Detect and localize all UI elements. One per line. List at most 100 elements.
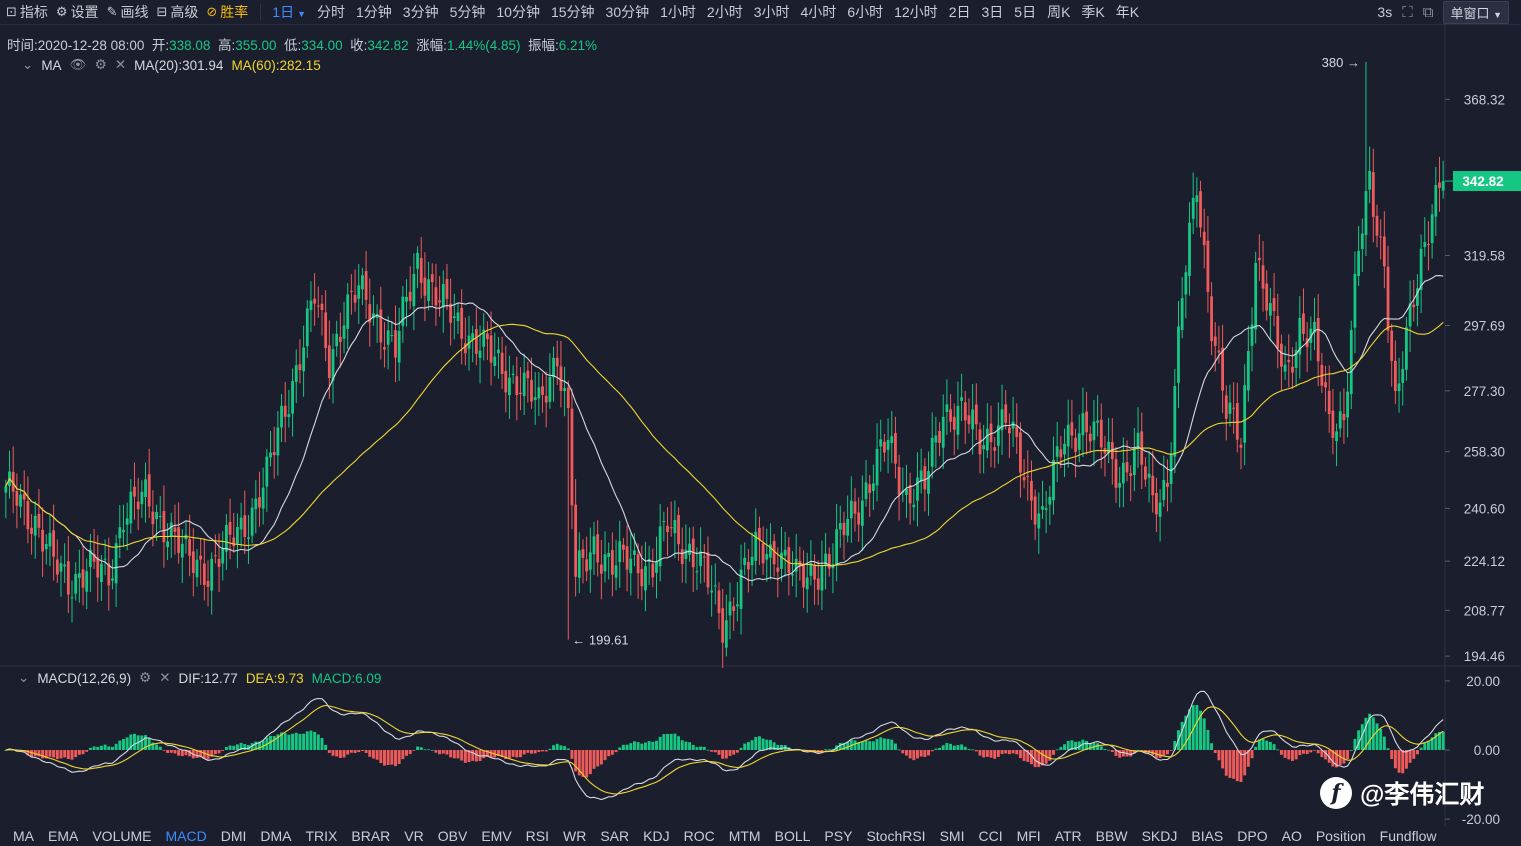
collapse-icon[interactable]: ⌄ (22, 57, 34, 72)
eye-icon[interactable]: 👁 (69, 57, 87, 72)
macd-histogram-bar (1360, 724, 1364, 750)
indicator-tab[interactable]: DMA (260, 828, 292, 844)
briefcase-icon: ⊟ (156, 4, 168, 19)
indicator-tab[interactable]: BRAR (351, 828, 391, 844)
candle-body (1085, 411, 1088, 433)
close-value: 342.82 (367, 38, 409, 53)
candle-body (287, 414, 291, 418)
period-tab[interactable]: 5日 (1014, 4, 1037, 20)
candle-body (1316, 317, 1320, 362)
advanced-button[interactable]: ⊟ 高级 (156, 2, 198, 22)
close-icon[interactable]: ✕ (159, 670, 171, 685)
indicator-tab[interactable]: BIAS (1191, 828, 1224, 844)
indicator-tab[interactable]: SKDJ (1141, 828, 1178, 844)
period-tab[interactable]: 2日 (948, 4, 971, 20)
macd-histogram-bar (430, 749, 434, 751)
macd-histogram-bar (357, 750, 361, 753)
candle-body (1254, 263, 1258, 330)
indicator-tab[interactable]: DMI (220, 828, 247, 844)
indicator-tab[interactable]: EMA (48, 828, 79, 844)
candle-body (504, 370, 508, 393)
candle-body (1044, 508, 1048, 510)
candle-body (1129, 473, 1133, 476)
win-rate-button[interactable]: ⊘ 胜率 (206, 2, 248, 22)
period-tab[interactable]: 15分钟 (550, 4, 595, 20)
indicator-tab[interactable]: TRIX (305, 828, 338, 844)
indicator-button[interactable]: ⊡ 指标 (6, 2, 48, 22)
indicator-tab[interactable]: MACD (165, 828, 207, 844)
macd-histogram-bar (1173, 741, 1177, 750)
indicator-tab[interactable]: SMI (939, 828, 965, 844)
period-tab[interactable]: 30分钟 (605, 4, 650, 20)
gear-icon[interactable]: ⚙ (139, 670, 152, 685)
candle-body (702, 556, 706, 558)
indicator-tab[interactable]: AO (1281, 828, 1302, 844)
max-price-marker: 380 → (1322, 55, 1360, 70)
draw-line-button[interactable]: ✎ 画线 (107, 2, 149, 22)
period-tab[interactable]: 3分钟 (402, 4, 439, 20)
period-tab[interactable]: 1小时 (660, 4, 696, 20)
candle-body (88, 549, 92, 568)
macd-histogram-bar (519, 750, 522, 758)
indicator-tab[interactable]: MTM (728, 828, 761, 844)
period-tab[interactable]: 5分钟 (449, 4, 486, 20)
indicator-tab[interactable]: ROC (683, 828, 715, 844)
fullscreen-icon[interactable]: ⛶ (1402, 3, 1413, 21)
macd-histogram-bar (320, 737, 324, 750)
period-tab[interactable]: 分时 (317, 4, 345, 20)
indicator-tab[interactable]: ATR (1054, 828, 1082, 844)
period-tab[interactable]: 6小时 (847, 4, 884, 20)
candle-body (1099, 419, 1103, 448)
indicator-tab[interactable]: BOLL (774, 828, 811, 844)
period-tab[interactable]: 1日 ▼ (272, 4, 306, 20)
period-tab[interactable]: 3日 (981, 4, 1004, 20)
indicator-tab[interactable]: SAR (600, 828, 630, 844)
indicator-tab[interactable]: Fundflow (1379, 828, 1437, 844)
indicator-tab[interactable]: RSI (525, 828, 550, 844)
popout-icon[interactable]: ⧉ (1422, 3, 1434, 21)
candle-body (430, 274, 434, 283)
period-tab[interactable]: 季K (1081, 4, 1105, 20)
indicator-tab[interactable]: CCI (978, 828, 1003, 844)
indicator-tab[interactable]: StochRSI (866, 828, 926, 844)
indicator-tab[interactable]: WR (563, 828, 587, 844)
refresh-interval[interactable]: 3s (1377, 4, 1393, 20)
period-tab[interactable]: 12小时 (894, 4, 938, 20)
indicator-tab[interactable]: MA (13, 828, 34, 844)
indicator-tab[interactable]: PSY (824, 828, 853, 844)
period-tab[interactable]: 1分钟 (356, 4, 392, 20)
macd-histogram-bar (1415, 750, 1419, 755)
indicator-tab[interactable]: MFI (1016, 828, 1041, 844)
indicator-tab[interactable]: BBW (1095, 828, 1128, 844)
indicator-tab[interactable]: OBV (437, 828, 468, 844)
indicator-tab[interactable]: VR (404, 828, 424, 844)
settings-button[interactable]: ⚙ 设置 (56, 2, 99, 22)
candle-body (1059, 449, 1063, 458)
close-icon[interactable]: ✕ (114, 57, 127, 72)
macd-histogram-bar (989, 750, 993, 758)
window-mode-select[interactable]: 单窗口 ▼ (1443, 0, 1509, 24)
period-tab[interactable]: 4小时 (800, 4, 837, 20)
candle-body (827, 554, 831, 569)
period-tab[interactable]: 周K (1047, 4, 1071, 20)
chart-canvas[interactable]: 194.46 208.77 224.12 240.60 258.30 277.30 297.… (0, 24, 1521, 826)
indicator-tab[interactable]: EMV (481, 828, 512, 844)
macd-histogram-bar (1041, 750, 1044, 766)
candle-body (331, 349, 335, 381)
indicator-tab[interactable]: KDJ (643, 828, 670, 844)
period-tab[interactable]: 2小时 (706, 4, 743, 20)
collapse-icon[interactable]: ⌄ (18, 670, 30, 685)
period-tab[interactable]: 10分钟 (496, 4, 540, 20)
indicator-tab[interactable]: Position (1315, 828, 1366, 844)
period-tab[interactable]: 3小时 (753, 4, 790, 20)
candle-body (1291, 366, 1294, 373)
macd-histogram-bar (849, 739, 853, 750)
macd-histogram-bar (397, 750, 401, 765)
macd-histogram-bar (1368, 713, 1372, 750)
indicator-tab[interactable]: VOLUME (92, 828, 152, 844)
macd-histogram-bar (713, 750, 717, 753)
indicator-tab[interactable]: DPO (1237, 828, 1268, 844)
period-tab[interactable]: 年K (1115, 4, 1140, 20)
macd-histogram-bar (978, 750, 982, 756)
gear-icon[interactable]: ⚙ (94, 57, 107, 72)
